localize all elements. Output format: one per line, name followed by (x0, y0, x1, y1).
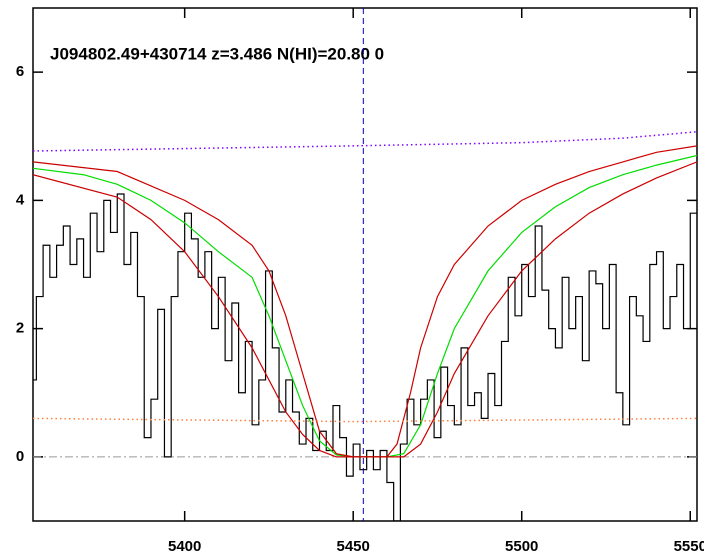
x-tick-label: 5500 (505, 538, 538, 555)
series-line (33, 154, 697, 458)
x-tick-label: 5400 (168, 538, 201, 555)
y-tick-label: 6 (16, 63, 24, 80)
series-line (33, 145, 697, 458)
x-tick-label: 5550 (674, 538, 704, 555)
series-line (33, 161, 697, 458)
x-tick-label: 5450 (337, 538, 370, 555)
series-line (33, 193, 697, 521)
series-line (33, 417, 697, 423)
plot-frame (32, 7, 698, 522)
y-tick-label: 4 (16, 191, 25, 208)
y-tick-label: 2 (16, 320, 24, 337)
series-line (33, 131, 697, 152)
chart-title: J094802.49+430714 z=3.486 N(HI)=20.80 0 (50, 44, 384, 63)
y-tick-label: 0 (16, 448, 24, 465)
